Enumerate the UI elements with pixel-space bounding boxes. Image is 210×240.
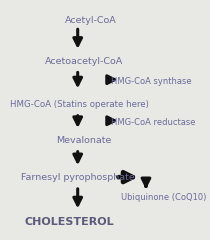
Text: Acetoacetyl-CoA: Acetoacetyl-CoA	[45, 57, 123, 66]
Text: CHOLESTEROL: CHOLESTEROL	[25, 217, 114, 227]
Text: HMG-CoA synthase: HMG-CoA synthase	[111, 77, 192, 86]
Text: Acetyl-CoA: Acetyl-CoA	[64, 16, 116, 25]
Text: Farnesyl pyrophosphate: Farnesyl pyrophosphate	[21, 173, 135, 182]
Text: HMG-CoA reductase: HMG-CoA reductase	[111, 118, 196, 127]
Text: Mevalonate: Mevalonate	[56, 136, 112, 145]
Text: Ubiquinone (CoQ10): Ubiquinone (CoQ10)	[121, 193, 206, 203]
Text: HMG-CoA (Statins operate here): HMG-CoA (Statins operate here)	[10, 100, 149, 109]
